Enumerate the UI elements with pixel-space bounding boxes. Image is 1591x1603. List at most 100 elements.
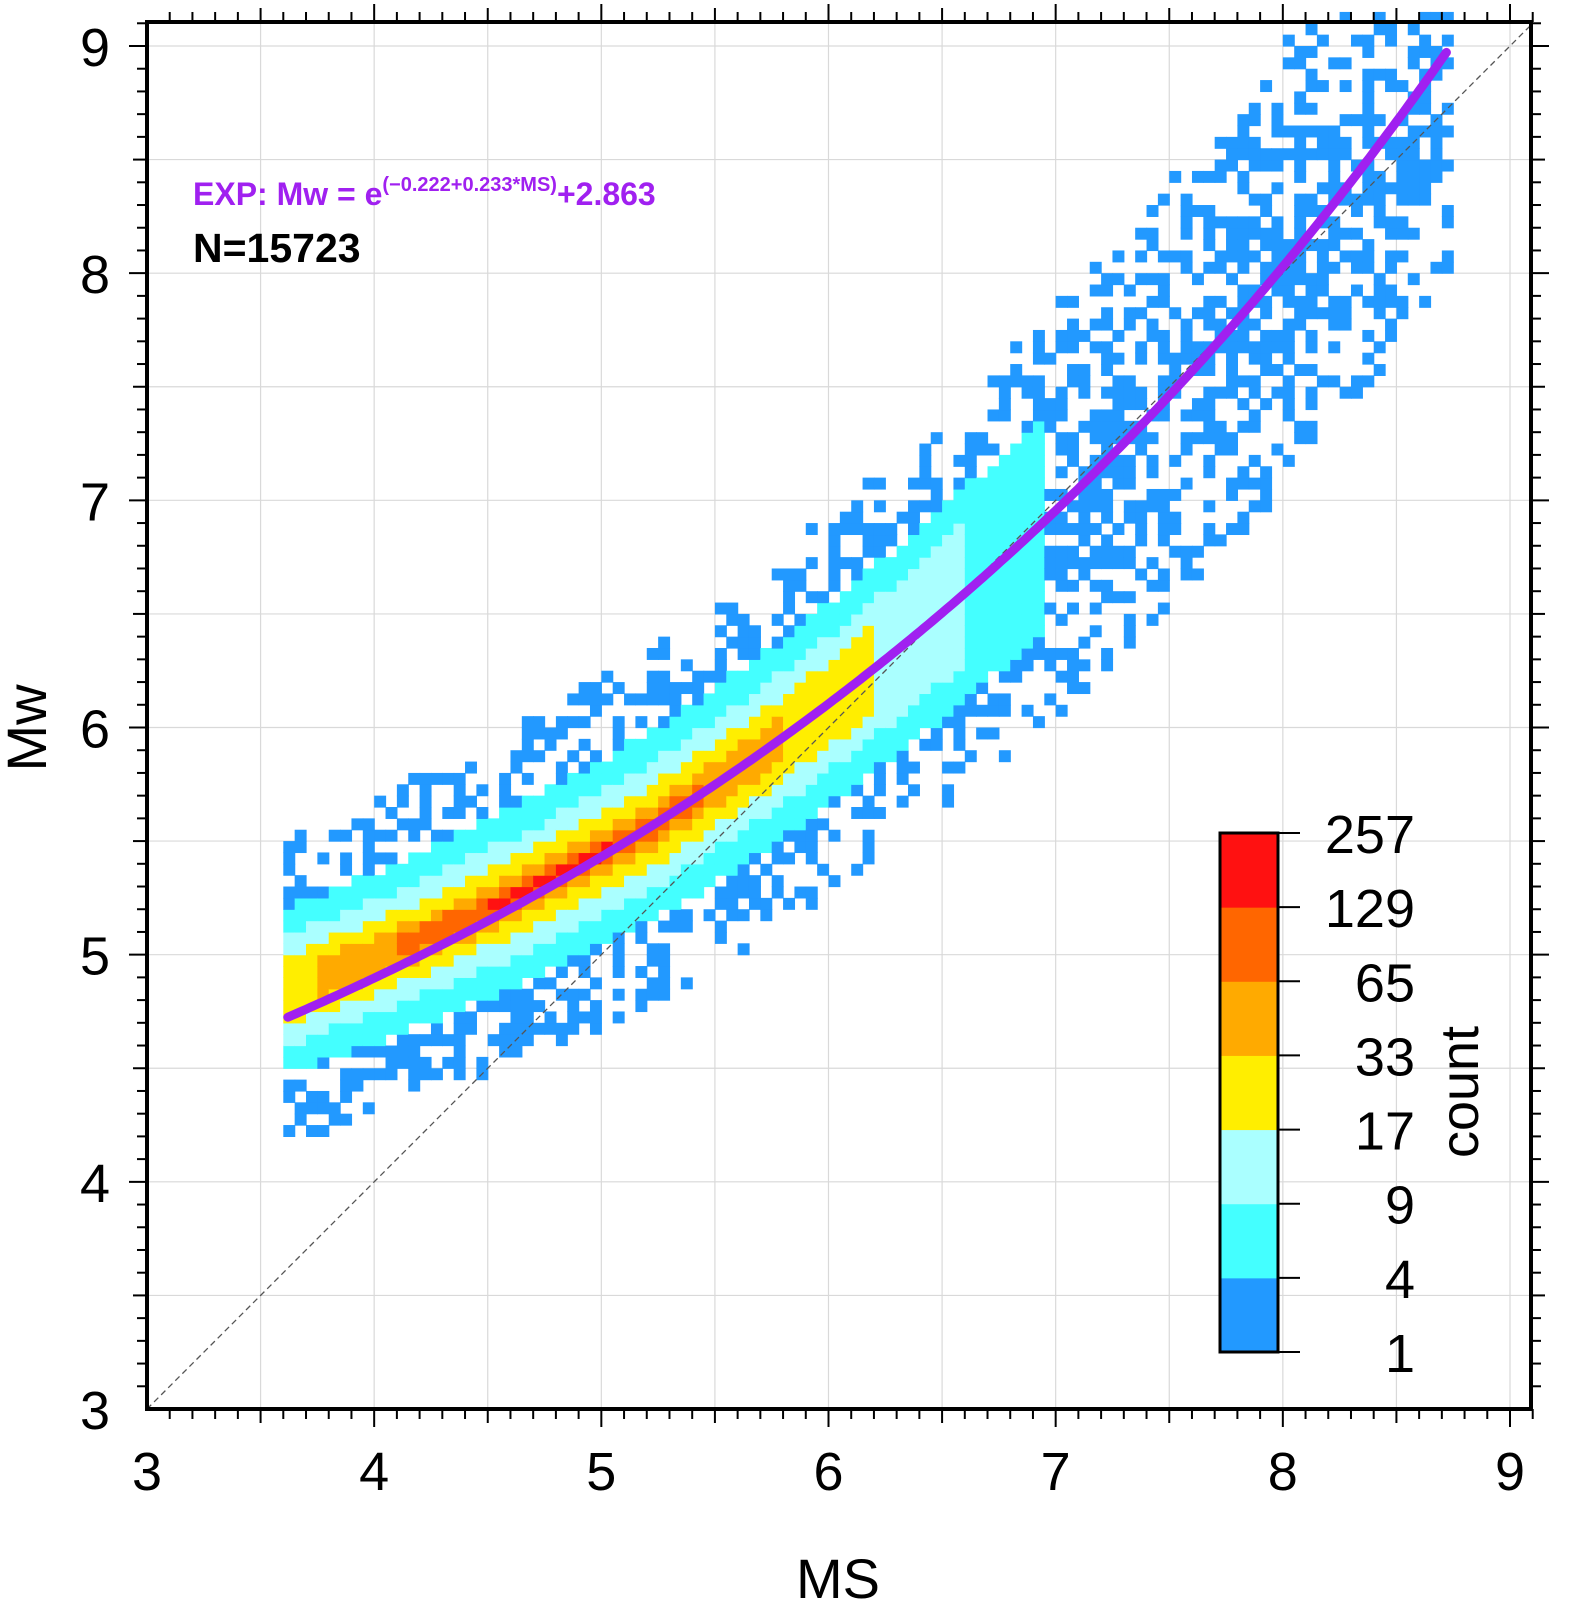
heatmap-cell (1214, 534, 1227, 547)
heatmap-cell (1169, 511, 1182, 524)
heatmap-cell (1146, 295, 1159, 308)
heatmap-cell (601, 670, 614, 683)
heatmap-cell (499, 943, 512, 956)
heatmap-cell (1226, 307, 1238, 320)
heatmap-cell (601, 693, 614, 706)
heatmap-cell (1191, 409, 1204, 422)
heatmap-cell (465, 863, 477, 876)
heatmap-cell (408, 863, 421, 876)
heatmap-cell (873, 523, 886, 536)
heatmap-cell (998, 568, 1011, 581)
heatmap-cell (794, 761, 807, 774)
heatmap-cell (1021, 420, 1034, 433)
heatmap-cell (589, 693, 602, 706)
heatmap-cell (680, 761, 693, 774)
heatmap-cell (396, 784, 409, 797)
heatmap-cell (374, 886, 387, 899)
heatmap-cell (442, 966, 455, 978)
heatmap-cell (748, 886, 761, 899)
x-tick-label: 4 (359, 1442, 389, 1502)
heatmap-cell (1294, 102, 1307, 115)
heatmap-cell (930, 716, 943, 729)
heatmap-cell (976, 602, 989, 615)
heatmap-cell (1101, 557, 1114, 570)
heatmap-cell (1373, 205, 1386, 217)
heatmap-cell (533, 807, 546, 819)
heatmap-cell (465, 954, 477, 967)
heatmap-cell (1157, 329, 1170, 342)
heatmap-cell (1089, 432, 1102, 445)
heatmap-cell (374, 1011, 387, 1024)
heatmap-cell (283, 1056, 296, 1069)
heatmap-cell (896, 761, 909, 774)
heatmap-cell (998, 647, 1011, 660)
heatmap-cell (1203, 500, 1216, 513)
heatmap-cell (1180, 205, 1193, 217)
heatmap-cell (726, 784, 739, 797)
heatmap-cell (885, 693, 898, 706)
heatmap-cell (1101, 545, 1114, 558)
heatmap-cell (1112, 557, 1125, 570)
heatmap-cell (896, 772, 909, 785)
heatmap-cell (1203, 420, 1216, 433)
y-tick-label: 3 (80, 1381, 110, 1441)
heatmap-cell (635, 818, 648, 831)
heatmap-cell (317, 1125, 330, 1137)
heatmap-cell (1032, 443, 1045, 456)
heatmap-cell (1055, 443, 1068, 456)
formula-prefix: EXP: Mw = e (193, 176, 382, 212)
heatmap-cell (476, 852, 489, 865)
heatmap-cell (1032, 477, 1045, 490)
heatmap-cell (658, 727, 671, 740)
heatmap-cell (1078, 329, 1091, 342)
heatmap-cell (703, 750, 716, 763)
heatmap-cell (737, 738, 750, 751)
heatmap-cell (658, 795, 671, 808)
heatmap-cell (1123, 613, 1136, 626)
heatmap-cell (340, 977, 353, 990)
heatmap-cell (453, 920, 466, 933)
heatmap-cell (396, 909, 409, 922)
heatmap-cell (942, 682, 955, 695)
heatmap-cell (430, 988, 443, 1001)
heatmap-cell (533, 841, 546, 854)
heatmap-cell (1419, 170, 1432, 183)
heatmap-cell (453, 966, 466, 978)
heatmap-cell (555, 988, 568, 1001)
heatmap-cell (1226, 136, 1238, 149)
heatmap-cell (1248, 477, 1261, 490)
heatmap-cell (419, 931, 432, 944)
heatmap-cell (510, 807, 523, 819)
heatmap-cell (1396, 170, 1409, 183)
heatmap-cell (919, 579, 932, 592)
heatmap-cell (1237, 216, 1250, 229)
heatmap-cell (1123, 318, 1136, 331)
heatmap-cell (589, 841, 602, 854)
heatmap-cell (294, 1000, 307, 1013)
heatmap-cell (499, 886, 512, 899)
heatmap-cell (1032, 409, 1045, 422)
heatmap-cell (1191, 205, 1204, 217)
heatmap-cell (635, 738, 648, 751)
heatmap-cell (442, 920, 455, 933)
heatmap-cell (1135, 443, 1148, 456)
heatmap-cell (567, 841, 580, 854)
heatmap-cell (1044, 557, 1057, 570)
heatmap-cell (1271, 364, 1284, 376)
heatmap-cell (1294, 205, 1307, 217)
heatmap-cell (998, 750, 1011, 763)
heatmap-cell (1078, 364, 1091, 376)
heatmap-cell (964, 443, 977, 456)
heatmap-cell (544, 1011, 557, 1024)
heatmap-cell (1010, 375, 1023, 388)
heatmap-cell (283, 1090, 296, 1103)
heatmap-cell (1203, 364, 1216, 376)
heatmap-cell (408, 943, 421, 956)
heatmap-cell (1010, 477, 1023, 490)
heatmap-cell (612, 761, 625, 774)
heatmap-cell (1135, 250, 1148, 263)
heatmap-cell (1362, 261, 1375, 274)
heatmap-cell (1191, 273, 1204, 286)
heatmap-cell (476, 829, 489, 842)
heatmap-cell (317, 1090, 330, 1103)
